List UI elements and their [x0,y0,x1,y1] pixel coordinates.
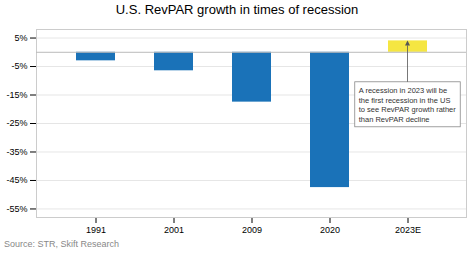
html-text:Source: STR, Skift Research: Source: STR, Skift Research [4,239,119,249]
svg-text:2009: 2009 [242,225,262,235]
svg-text:2020: 2020 [320,225,340,235]
svg-text:-5%: -5% [11,61,27,71]
svg-text:2001: 2001 [164,225,184,235]
html-text:U.S. RevPAR growth in times of: U.S. RevPAR growth in times of recession [115,2,359,17]
svg-text:-25%: -25% [6,118,27,128]
svg-text:-15%: -15% [6,90,27,100]
svg-text:5%: 5% [14,33,27,43]
svg-text:A recession in 2023 will bethe: A recession in 2023 will bethe first rec… [359,86,456,124]
svg-text:1991: 1991 [86,225,106,235]
svg-text:-35%: -35% [6,147,27,157]
svg-text:-55%: -55% [6,204,27,214]
svg-text:2023E: 2023E [395,225,421,235]
svg-text:-45%: -45% [6,175,27,185]
